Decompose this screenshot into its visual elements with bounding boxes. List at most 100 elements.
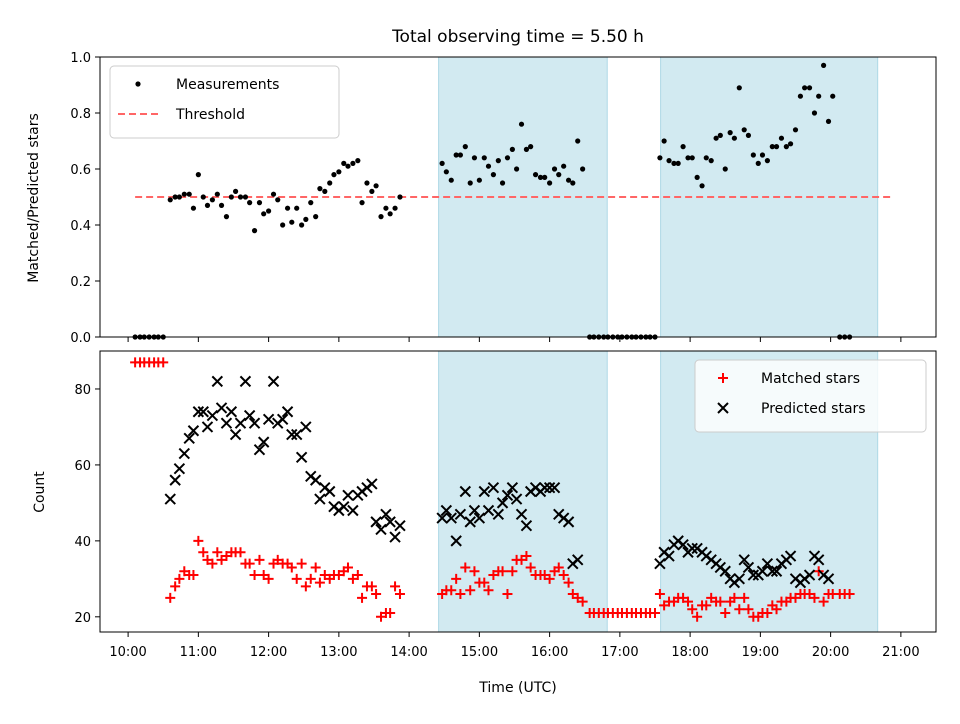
bottom-series-1-point-46 xyxy=(342,562,353,573)
top-series-1-point-131 xyxy=(783,144,789,150)
top-series-1-point-105 xyxy=(661,138,667,144)
bottom-series-2-point-12 xyxy=(215,402,228,414)
top-series-1-point-30 xyxy=(270,191,277,197)
top-series-1-point-8 xyxy=(167,197,173,203)
top-series-1-point-67 xyxy=(481,155,487,161)
top-legend-swatch-1 xyxy=(135,81,141,87)
bottom-series-2-point-29 xyxy=(295,451,308,464)
x-tick-label-4: 13:00 xyxy=(320,645,357,660)
top-series-1-point-55 xyxy=(387,211,393,217)
x-tick-label-11: 20:00 xyxy=(812,645,849,660)
top-legend-label-1: Measurements xyxy=(176,77,279,93)
bottom-series-2-point-115 xyxy=(812,554,825,566)
top-series-1-point-120 xyxy=(731,135,737,141)
x-tick-label-7: 16:00 xyxy=(531,645,568,660)
top-series-1-point-123 xyxy=(745,132,752,138)
bottom-y-tick-label-2: 40 xyxy=(74,535,91,550)
bottom-series-1-point-34 xyxy=(286,562,297,573)
bottom-series-2-point-95 xyxy=(719,565,731,577)
bottom-series-2-point-45 xyxy=(370,516,382,528)
top-series-1-point-104 xyxy=(657,155,663,161)
top-series-1-point-74 xyxy=(513,166,520,172)
top-series-1-point-47 xyxy=(350,160,356,166)
top-legend-box xyxy=(109,65,340,139)
bottom-series-2-point-83 xyxy=(663,550,675,562)
top-series-1-point-49 xyxy=(359,200,365,206)
top-series-1-point-84 xyxy=(561,163,567,169)
bottom-series-2-point-66 xyxy=(506,481,519,494)
top-series-1-point-124 xyxy=(750,152,756,158)
bottom-series-2-point-17 xyxy=(239,375,252,388)
bottom-series-2-point-33 xyxy=(314,493,326,505)
top-series-1-point-38 xyxy=(308,200,314,206)
bottom-y-tick-label-1: 20 xyxy=(74,611,91,626)
top-y-tick-label-2: 0.2 xyxy=(70,275,91,290)
bottom-series-2-point-78 xyxy=(562,516,575,528)
top-panel-y-axis-title: Matched/Predicted stars xyxy=(26,113,42,283)
bottom-series-2-point-109 xyxy=(784,550,797,562)
bottom-legend-label-1: Matched stars xyxy=(761,371,860,387)
bottom-series-1-point-36 xyxy=(296,558,307,569)
bottom-series-1-point-71 xyxy=(497,566,508,577)
bottom-series-2-point-7 xyxy=(192,406,205,418)
bottom-series-1-point-40 xyxy=(314,577,325,588)
bottom-series-1-point-62 xyxy=(455,589,466,600)
top-legend-marker-1 xyxy=(135,81,141,87)
top-series-1-point-57 xyxy=(397,194,403,200)
bottom-series-2-point-69 xyxy=(520,519,533,532)
bottom-y-tick-label-4: 80 xyxy=(74,383,91,398)
top-series-1-point-37 xyxy=(303,216,309,222)
top-series-1-point-141 xyxy=(830,93,836,99)
bottom-series-1-point-114 xyxy=(701,600,712,611)
bottom-series-2-point-74 xyxy=(543,481,556,494)
chart-title: Total observing time = 5.50 h xyxy=(391,27,644,47)
top-series-1-point-111 xyxy=(689,155,695,161)
bottom-series-2-point-28 xyxy=(290,428,303,441)
top-series-1-point-46 xyxy=(345,163,351,169)
bottom-series-1-point-122 xyxy=(739,592,750,603)
bottom-series-1-point-121 xyxy=(734,604,745,615)
top-series-1-point-48 xyxy=(355,158,361,164)
bottom-series-1-point-103 xyxy=(649,608,660,619)
top-series-1-point-64 xyxy=(467,180,473,186)
bottom-legend-marker-1 xyxy=(718,373,728,383)
count-panel: 20 40 60 80 10:00 11:00 12:00 13:00 14:00 15:00 16… xyxy=(74,350,937,660)
top-series-1-point-83 xyxy=(556,172,562,178)
bottom-series-2-point-62 xyxy=(487,481,500,494)
bottom-series-1-point-104 xyxy=(654,589,665,600)
top-series-1-point-127 xyxy=(764,158,770,164)
bottom-series-1-point-112 xyxy=(692,611,703,622)
bottom-series-1-point-64 xyxy=(465,585,476,596)
top-series-1-point-125 xyxy=(755,160,761,166)
top-series-1-point-129 xyxy=(773,144,780,150)
bottom-series-1-point-56 xyxy=(390,581,401,592)
top-series-1-point-14 xyxy=(195,172,201,178)
top-series-1-point-58 xyxy=(439,160,445,166)
bottom-series-2-point-14 xyxy=(225,406,238,418)
bottom-series-1-point-10 xyxy=(174,573,185,584)
top-series-1-point-122 xyxy=(741,127,747,133)
bottom-series-2-point-88 xyxy=(686,542,698,555)
bottom-series-2-point-86 xyxy=(677,538,689,551)
x-tick-label-3: 12:00 xyxy=(250,645,287,660)
bottom-series-2-point-47 xyxy=(380,508,392,520)
bottom-series-1-point-49 xyxy=(357,592,368,603)
bottom-series-2-point-106 xyxy=(770,565,783,577)
bottom-series-1-point-88 xyxy=(577,596,588,607)
bottom-series-2-point-26 xyxy=(281,406,294,418)
bottom-series-1-point-120 xyxy=(729,592,740,603)
bottom-series-1-point-38 xyxy=(305,573,316,584)
top-series-1-point-108 xyxy=(675,160,681,166)
bottom-series-2-point-117 xyxy=(822,573,835,585)
bottom-legend-box xyxy=(694,359,927,433)
bottom-series-2-point-8 xyxy=(197,406,209,418)
top-series-1-point-132 xyxy=(787,141,794,147)
top-series-1-point-78 xyxy=(532,172,539,178)
bottom-series-2-point-63 xyxy=(492,508,505,520)
bottom-series-1-point-35 xyxy=(291,573,302,584)
top-series-1-point-32 xyxy=(280,222,286,228)
bottom-series-2-point-32 xyxy=(309,474,322,486)
bottom-series-2 xyxy=(164,375,835,589)
bottom-series-2-point-20 xyxy=(253,444,266,456)
